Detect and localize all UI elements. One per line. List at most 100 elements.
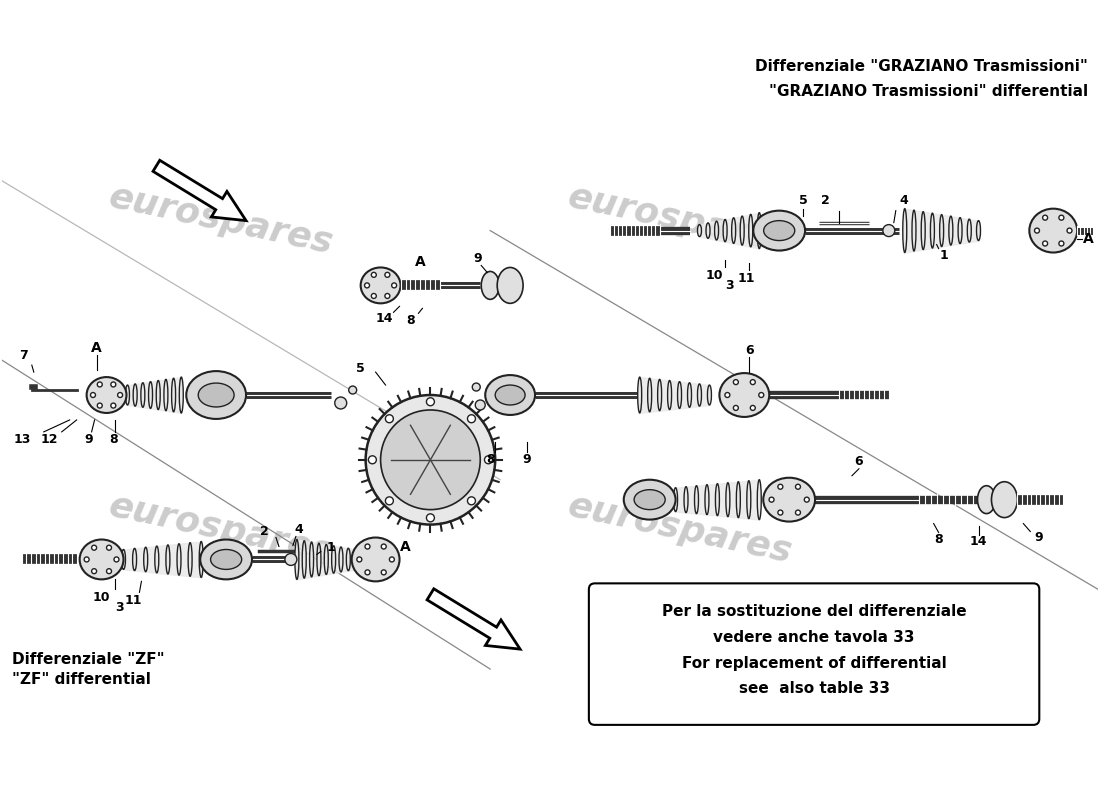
Circle shape [472,383,481,391]
Circle shape [382,570,386,575]
Ellipse shape [295,539,299,579]
Ellipse shape [697,225,702,237]
Circle shape [734,380,738,385]
Ellipse shape [166,545,169,574]
Text: see  also table 33: see also table 33 [738,682,890,697]
Text: 8: 8 [486,454,495,466]
Circle shape [484,456,493,464]
Ellipse shape [172,378,176,412]
Ellipse shape [634,490,665,510]
Ellipse shape [210,550,242,570]
Ellipse shape [757,480,761,519]
Circle shape [382,544,386,549]
Ellipse shape [978,486,996,514]
Ellipse shape [757,213,761,249]
Ellipse shape [673,488,678,512]
Circle shape [883,225,894,237]
Text: 5: 5 [356,362,365,374]
Circle shape [372,294,376,298]
Ellipse shape [354,550,358,570]
Ellipse shape [186,371,246,419]
Circle shape [795,510,801,515]
Ellipse shape [715,484,719,515]
Ellipse shape [624,480,675,519]
Circle shape [107,546,111,550]
Ellipse shape [949,216,953,245]
FancyBboxPatch shape [588,583,1040,725]
Circle shape [85,557,89,562]
Circle shape [385,414,394,422]
Text: A: A [400,541,411,554]
Text: 8: 8 [109,434,118,446]
Ellipse shape [164,379,168,410]
Text: Per la sostituzione del differenziale: Per la sostituzione del differenziale [662,604,967,618]
Text: 14: 14 [376,312,394,325]
Circle shape [97,382,102,387]
Text: 1: 1 [939,249,948,262]
Ellipse shape [485,375,535,415]
Text: "GRAZIANO Trasmissioni" differential: "GRAZIANO Trasmissioni" differential [769,83,1088,98]
Circle shape [356,557,362,562]
Ellipse shape [967,219,971,242]
Ellipse shape [931,213,934,248]
Ellipse shape [638,377,641,413]
Ellipse shape [684,486,688,513]
Circle shape [1043,215,1047,220]
Circle shape [381,410,481,510]
Ellipse shape [921,212,925,250]
Text: 3: 3 [116,601,124,614]
Circle shape [1043,241,1047,246]
Circle shape [90,393,96,398]
Ellipse shape [352,538,399,582]
Circle shape [759,393,763,398]
Text: 11: 11 [738,272,755,285]
Ellipse shape [754,210,805,250]
Circle shape [349,386,356,394]
Ellipse shape [481,271,499,299]
Ellipse shape [200,539,252,579]
Ellipse shape [331,546,335,573]
Text: 8: 8 [406,314,415,326]
Ellipse shape [125,385,130,405]
Circle shape [91,546,97,550]
Circle shape [475,400,485,410]
Circle shape [111,382,116,387]
Ellipse shape [912,210,916,251]
Text: 10: 10 [706,269,723,282]
Circle shape [107,569,111,574]
Text: 3: 3 [725,279,734,292]
Ellipse shape [141,382,145,407]
Ellipse shape [302,541,306,578]
Ellipse shape [144,547,147,572]
Ellipse shape [339,547,343,572]
Text: 9: 9 [473,252,482,265]
Ellipse shape [133,548,136,570]
Circle shape [778,510,783,515]
Text: For replacement of differential: For replacement of differential [682,655,946,670]
Circle shape [285,554,297,566]
Text: 4: 4 [295,523,304,536]
Ellipse shape [707,385,712,405]
Circle shape [118,393,122,398]
Ellipse shape [1030,209,1077,253]
Ellipse shape [977,221,980,241]
Ellipse shape [324,545,328,574]
Text: eurospares: eurospares [106,489,337,570]
Ellipse shape [763,221,794,241]
Circle shape [750,380,756,385]
Circle shape [385,497,394,505]
Text: eurospares: eurospares [564,489,795,570]
Ellipse shape [156,381,161,410]
Circle shape [97,403,102,408]
Text: 6: 6 [745,344,754,357]
Circle shape [389,557,395,562]
Circle shape [114,557,119,562]
Text: 9: 9 [522,454,531,466]
Circle shape [427,514,434,522]
Ellipse shape [361,267,400,303]
Ellipse shape [179,377,184,413]
Ellipse shape [658,379,661,410]
Circle shape [734,406,738,410]
Ellipse shape [648,378,651,412]
Ellipse shape [747,481,751,518]
